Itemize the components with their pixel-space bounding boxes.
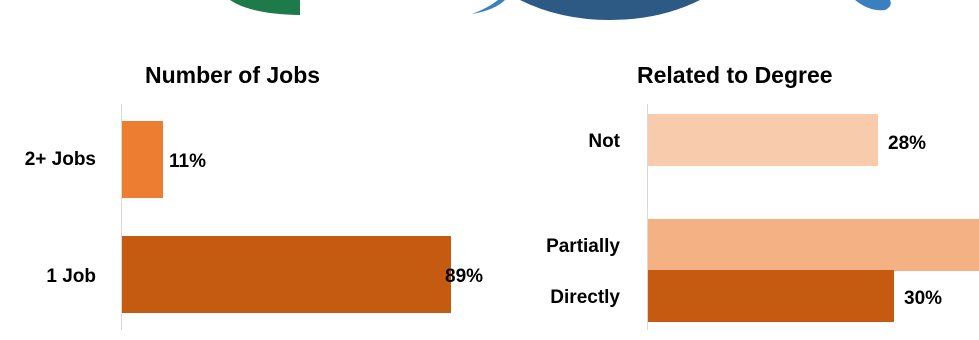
- chart-axis: [121, 104, 122, 330]
- green-globe-fragment: [230, 0, 300, 15]
- chart-title: Related to Degree: [637, 62, 833, 88]
- bar-directly: [648, 270, 894, 322]
- value-label-not: 28%: [888, 133, 927, 154]
- blue-swoosh-fragment: [472, 0, 505, 14]
- category-label-1-job: 1 Job: [46, 266, 96, 287]
- value-label-directly: 30%: [904, 288, 943, 309]
- value-label-1-job: 89%: [445, 266, 484, 287]
- category-label-not: Not: [588, 131, 620, 152]
- value-label-2plus-jobs: 11%: [169, 151, 206, 172]
- cropped-decoration: [230, 0, 891, 20]
- bar-1-job: [122, 236, 451, 313]
- chart-title: Number of Jobs: [145, 62, 321, 88]
- bar-not: [648, 114, 878, 166]
- bar-partially: [648, 219, 979, 271]
- blue-hand-fragment: [855, 0, 891, 11]
- chart-axis: [647, 104, 648, 330]
- category-label-directly: Directly: [550, 287, 620, 308]
- bar-2plus-jobs: [122, 121, 163, 198]
- category-label-2plus-jobs: 2+ Jobs: [24, 149, 96, 170]
- category-label-partially: Partially: [546, 236, 620, 257]
- blue-globe-fragment: [520, 0, 700, 20]
